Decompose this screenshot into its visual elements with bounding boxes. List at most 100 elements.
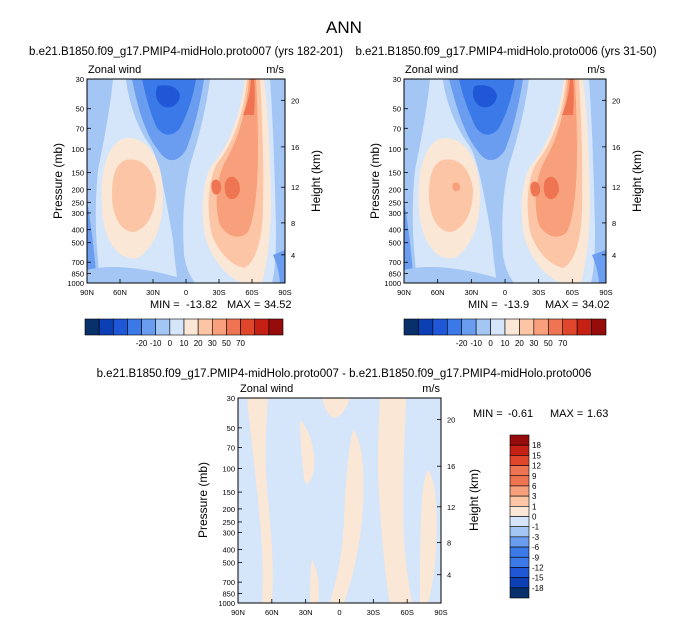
colorbar-label: 70 bbox=[558, 339, 567, 348]
panel-c-max-value: 1.63 bbox=[587, 408, 608, 420]
y-tick-label: 30 bbox=[393, 75, 401, 84]
y-tick-label: 250 bbox=[71, 198, 84, 207]
colorbar-swatch bbox=[509, 475, 530, 487]
colorbar-swatch bbox=[169, 318, 185, 336]
panel-a-y2-label: Height (km) bbox=[309, 150, 323, 212]
colorbar-label: 50 bbox=[222, 339, 231, 348]
x-tick-label: 60S bbox=[245, 288, 258, 297]
colorbar-label: -3 bbox=[532, 533, 540, 542]
x-tick-label: 60S bbox=[400, 608, 413, 617]
y-tick-label: 200 bbox=[222, 505, 235, 514]
colorbar-swatch bbox=[268, 318, 284, 336]
height-tick-label: 20 bbox=[612, 96, 620, 105]
y-tick-label: 150 bbox=[71, 169, 84, 178]
panel-b-y-label: Pressure (mb) bbox=[368, 143, 382, 219]
height-tick-label: 20 bbox=[447, 415, 455, 424]
colorbar-swatch bbox=[403, 318, 419, 336]
y-tick-label: 850 bbox=[71, 270, 84, 279]
x-tick-label: 60N bbox=[265, 608, 279, 617]
panel-b-min-label: MIN = bbox=[468, 299, 498, 311]
colorbar-label: 9 bbox=[532, 472, 537, 481]
panel-a: b.e21.B1850.f09_g17.PMIP4-midHolo.proto0… bbox=[29, 46, 343, 348]
y-tick-label: 200 bbox=[388, 185, 401, 194]
colorbar-swatch bbox=[509, 556, 530, 568]
x-tick-label: 30S bbox=[212, 288, 225, 297]
colorbar-swatch bbox=[254, 318, 270, 336]
colorbar-swatch bbox=[509, 444, 530, 456]
colorbar-label: -15 bbox=[532, 574, 544, 583]
x-tick-label: 30N bbox=[299, 608, 313, 617]
panel-a-colorbar: -20 -10 0 10 20 30 50 70 bbox=[84, 318, 284, 348]
x-tick-label: 90S bbox=[278, 288, 291, 297]
colorbar-label: -9 bbox=[532, 553, 540, 562]
y-tick-label: 700 bbox=[222, 578, 235, 587]
panel-c-contour-field bbox=[238, 398, 441, 603]
x-tick-label: 0 bbox=[184, 288, 188, 297]
y-tick-label: 700 bbox=[71, 258, 84, 267]
colorbar-swatch bbox=[509, 536, 530, 548]
panel-c-y2-label: Height (km) bbox=[467, 469, 481, 531]
colorbar-label: 10 bbox=[180, 339, 189, 348]
y-tick-label: 400 bbox=[388, 226, 401, 235]
x-tick-label: 30S bbox=[532, 288, 545, 297]
panel-a-units: m/s bbox=[266, 64, 284, 76]
x-tick-label: 0 bbox=[337, 608, 341, 617]
height-tick-label: 16 bbox=[291, 143, 299, 152]
y-tick-label: 100 bbox=[388, 145, 401, 154]
colorbar-swatch bbox=[509, 526, 530, 538]
y-tick-label: 1000 bbox=[67, 279, 84, 288]
colorbar-label: 20 bbox=[194, 339, 203, 348]
x-tick-label: 60N bbox=[113, 288, 127, 297]
y-tick-label: 250 bbox=[388, 198, 401, 207]
colorbar-swatch bbox=[509, 516, 530, 527]
colorbar-label: 0 bbox=[532, 513, 537, 522]
panel-c-title: b.e21.B1850.f09_g17.PMIP4-midHolo.proto0… bbox=[97, 368, 592, 380]
colorbar-swatch bbox=[591, 318, 607, 336]
y-tick-label: 30 bbox=[76, 75, 84, 84]
x-tick-label: 60S bbox=[566, 288, 579, 297]
colorbar-swatch bbox=[141, 318, 157, 336]
colorbar-label: -6 bbox=[532, 543, 540, 552]
panel-b-stats: MIN = -13.9 MAX = 34.02 bbox=[468, 299, 610, 311]
colorbar-label: -10 bbox=[150, 339, 162, 348]
panel-a-title: b.e21.B1850.f09_g17.PMIP4-midHolo.proto0… bbox=[29, 46, 343, 58]
panel-a-max-label: MAX = bbox=[227, 299, 260, 311]
panel-b-units: m/s bbox=[587, 64, 605, 76]
height-tick-label: 8 bbox=[447, 539, 451, 548]
colorbar-swatch bbox=[490, 318, 506, 336]
height-tick-label: 4 bbox=[612, 251, 616, 260]
colorbar-swatch bbox=[197, 318, 213, 336]
colorbar-swatch bbox=[446, 318, 463, 336]
height-tick-label: 8 bbox=[612, 219, 616, 228]
colorbar-label: 50 bbox=[544, 339, 553, 348]
height-tick-label: 4 bbox=[291, 251, 295, 260]
panel-b-max-value: 34.02 bbox=[582, 299, 610, 311]
colorbar-label: 20 bbox=[515, 339, 524, 348]
colorbar-label: 1 bbox=[532, 502, 537, 511]
panel-a-max-value: 34.52 bbox=[264, 299, 292, 311]
colorbar-label: 0 bbox=[168, 339, 173, 348]
colorbar-swatch bbox=[576, 318, 592, 336]
colorbar-swatch bbox=[211, 318, 227, 336]
colorbar-label: 10 bbox=[501, 339, 510, 348]
colorbar-swatch bbox=[519, 318, 535, 336]
y-tick-label: 50 bbox=[76, 105, 84, 114]
height-tick-label: 12 bbox=[291, 183, 299, 192]
panel-c-axes: 305070100150200250300400500700850100090N… bbox=[218, 394, 455, 617]
colorbar-swatch bbox=[432, 318, 448, 336]
colorbar-label: 6 bbox=[532, 482, 537, 491]
colorbar-swatch bbox=[509, 485, 530, 497]
colorbar-label: 70 bbox=[236, 339, 245, 348]
panel-a-stats: MIN = -13.82 MAX = 34.52 bbox=[150, 299, 292, 311]
panel-a-min-label: MIN = bbox=[150, 299, 180, 311]
y-tick-label: 150 bbox=[388, 169, 401, 178]
y-tick-label: 50 bbox=[227, 424, 235, 433]
x-tick-label: 0 bbox=[503, 288, 507, 297]
y-tick-label: 400 bbox=[222, 545, 235, 554]
y-tick-label: 70 bbox=[76, 124, 84, 133]
y-tick-label: 70 bbox=[393, 124, 401, 133]
panel-c-y-label: Pressure (mb) bbox=[196, 462, 210, 538]
y-tick-label: 850 bbox=[222, 589, 235, 598]
colorbar-swatch bbox=[562, 318, 578, 336]
